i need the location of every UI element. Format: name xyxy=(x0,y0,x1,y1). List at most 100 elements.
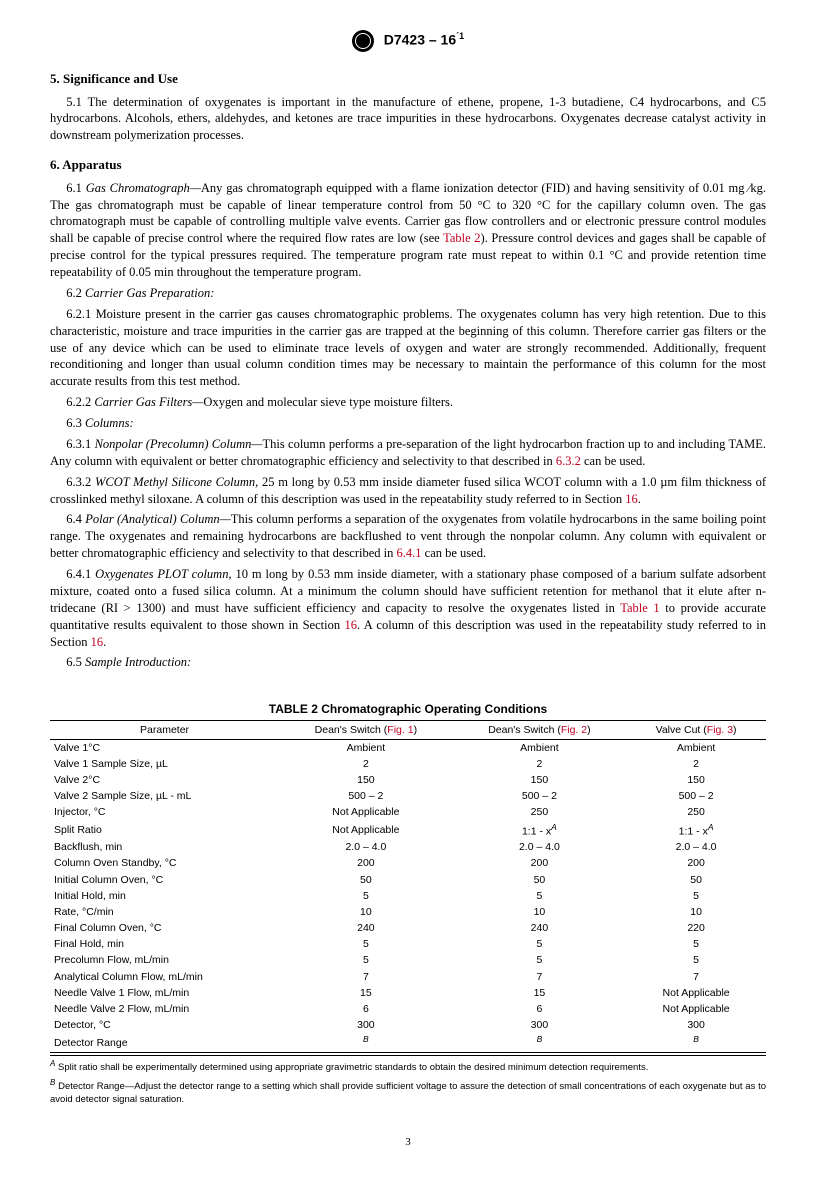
cell-value: 10 xyxy=(626,904,766,920)
col-valve-cut-b: ) xyxy=(733,724,737,736)
table-row: Analytical Column Flow, mL/min777 xyxy=(50,969,766,985)
term-carrier-gas-filters: Carrier Gas Filters— xyxy=(94,395,203,409)
cell-value: 2 xyxy=(626,756,766,772)
table-row: Initial Column Oven, °C505050 xyxy=(50,872,766,888)
term-oxygenates-plot: Oxygenates PLOT column, xyxy=(95,567,231,581)
cell-parameter: Precolumn Flow, mL/min xyxy=(50,952,279,968)
cell-value: 1:1 - xA xyxy=(453,821,627,840)
term-polar-column: Polar (Analytical) Column— xyxy=(85,512,231,526)
para-6-4-1: 6.4.1 Oxygenates PLOT column, 10 m long … xyxy=(50,566,766,650)
term-sample-intro: Sample Introduction: xyxy=(85,655,191,669)
cell-parameter: Needle Valve 2 Flow, mL/min xyxy=(50,1001,279,1017)
cell-value: 300 xyxy=(279,1017,453,1033)
para-6-3-1: 6.3.1 Nonpolar (Precolumn) Column—This c… xyxy=(50,436,766,470)
cell-value: 7 xyxy=(279,969,453,985)
cell-value: 15 xyxy=(279,985,453,1001)
astm-logo-icon xyxy=(352,30,374,52)
table-row: Valve 2°C150150150 xyxy=(50,772,766,788)
cell-parameter: Needle Valve 1 Flow, mL/min xyxy=(50,985,279,1001)
cell-value: 240 xyxy=(279,920,453,936)
section-6-title: 6. Apparatus xyxy=(50,156,766,174)
ref-6-3-2[interactable]: 6.3.2 xyxy=(556,454,581,468)
cell-value: 5 xyxy=(453,936,627,952)
para-6-4-body-b: can be used. xyxy=(422,546,487,560)
col-valve-cut-a: Valve Cut ( xyxy=(656,724,707,736)
cell-value: 5 xyxy=(279,888,453,904)
para-6-5: 6.5 Sample Introduction: xyxy=(50,654,766,671)
ref-table-1[interactable]: Table 1 xyxy=(620,601,659,615)
cell-parameter: Valve 1°C xyxy=(50,739,279,756)
term-wcot-column: WCOT Methyl Silicone Column, xyxy=(95,475,258,489)
cell-parameter: Split Ratio xyxy=(50,821,279,840)
cell-value: 2.0 – 4.0 xyxy=(453,839,627,855)
ref-fig-2[interactable]: Fig. 2 xyxy=(561,724,587,736)
table-2: TABLE 2 Chromatographic Operating Condit… xyxy=(50,701,766,1106)
table-row: Valve 2 Sample Size, µL - mL500 – 2500 –… xyxy=(50,788,766,804)
epsilon: ´1 xyxy=(456,31,464,41)
cell-value: 7 xyxy=(626,969,766,985)
table-row: Valve 1 Sample Size, µL222 xyxy=(50,756,766,772)
para-6-3-1-body-b: can be used. xyxy=(581,454,646,468)
cell-value: B xyxy=(279,1033,453,1052)
ref-6-4-1[interactable]: 6.4.1 xyxy=(397,546,422,560)
cell-value: 220 xyxy=(626,920,766,936)
document-header: D7423 – 16´1 xyxy=(50,30,766,52)
table-row: Valve 1°CAmbientAmbientAmbient xyxy=(50,739,766,756)
cell-value: 2.0 – 4.0 xyxy=(279,839,453,855)
cell-parameter: Valve 2 Sample Size, µL - mL xyxy=(50,788,279,804)
cell-parameter: Column Oven Standby, °C xyxy=(50,855,279,871)
section-5-title: 5. Significance and Use xyxy=(50,70,766,88)
table-2-grid: Parameter Dean's Switch (Fig. 1) Dean's … xyxy=(50,721,766,1052)
table-header-row: Parameter Dean's Switch (Fig. 1) Dean's … xyxy=(50,721,766,740)
cell-value: 2 xyxy=(453,756,627,772)
cell-superscript: B xyxy=(363,1034,369,1044)
cell-superscript: B xyxy=(537,1034,543,1044)
footnote-a: A Split ratio shall be experimentally de… xyxy=(50,1059,766,1075)
table-row: Detector, °C300300300 xyxy=(50,1017,766,1033)
term-carrier-gas-prep: Carrier Gas Preparation: xyxy=(85,286,214,300)
cell-value: 5 xyxy=(626,952,766,968)
cell-value: 5 xyxy=(453,888,627,904)
table-row: Needle Valve 1 Flow, mL/min1515Not Appli… xyxy=(50,985,766,1001)
ref-section-16-c[interactable]: 16 xyxy=(91,635,104,649)
ref-section-16-a[interactable]: 16 xyxy=(625,492,638,506)
cell-value: 6 xyxy=(279,1001,453,1017)
para-6-4: 6.4 Polar (Analytical) Column—This colum… xyxy=(50,511,766,562)
table-row: Column Oven Standby, °C200200200 xyxy=(50,855,766,871)
col-deans-1: Dean's Switch (Fig. 1) xyxy=(279,721,453,740)
cell-parameter: Valve 1 Sample Size, µL xyxy=(50,756,279,772)
table-row: Split RatioNot Applicable1:1 - xA1:1 - x… xyxy=(50,821,766,840)
ref-fig-3[interactable]: Fig. 3 xyxy=(707,724,733,736)
cell-parameter: Final Column Oven, °C xyxy=(50,920,279,936)
ref-fig-1[interactable]: Fig. 1 xyxy=(387,724,413,736)
cell-value: 300 xyxy=(453,1017,627,1033)
designation: D7423 – 16 xyxy=(384,32,456,48)
cell-value: Ambient xyxy=(453,739,627,756)
cell-value: Not Applicable xyxy=(279,821,453,840)
para-5-1: 5.1 The determination of oxygenates is i… xyxy=(50,94,766,145)
cell-value: Not Applicable xyxy=(626,985,766,1001)
cell-value: 50 xyxy=(453,872,627,888)
cell-superscript: A xyxy=(551,822,557,832)
cell-value: Ambient xyxy=(626,739,766,756)
cell-value: 50 xyxy=(626,872,766,888)
col-deans-2-a: Dean's Switch ( xyxy=(488,724,561,736)
cell-parameter: Valve 2°C xyxy=(50,772,279,788)
cell-parameter: Injector, °C xyxy=(50,804,279,820)
cell-value: 300 xyxy=(626,1017,766,1033)
cell-superscript: A xyxy=(708,822,714,832)
col-deans-2-b: ) xyxy=(587,724,591,736)
cell-value: 250 xyxy=(626,804,766,820)
page-number: 3 xyxy=(50,1135,766,1150)
table-row: Needle Valve 2 Flow, mL/min66Not Applica… xyxy=(50,1001,766,1017)
cell-value: 150 xyxy=(626,772,766,788)
cell-value: 5 xyxy=(279,936,453,952)
cell-value: B xyxy=(453,1033,627,1052)
ref-section-16-b[interactable]: 16 xyxy=(344,618,357,632)
col-deans-2: Dean's Switch (Fig. 2) xyxy=(453,721,627,740)
cell-value: 200 xyxy=(626,855,766,871)
cell-value: 7 xyxy=(453,969,627,985)
cell-value: 500 – 2 xyxy=(626,788,766,804)
ref-table-2[interactable]: Table 2 xyxy=(443,231,480,245)
term-gas-chromatograph: Gas Chromatograph— xyxy=(86,181,201,195)
